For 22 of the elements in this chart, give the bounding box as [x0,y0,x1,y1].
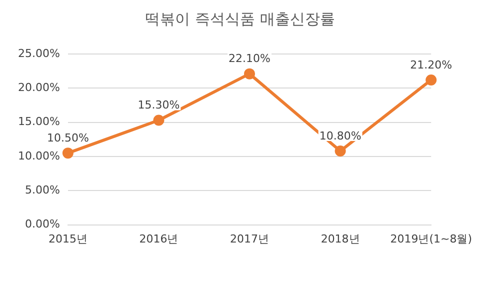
x-tick-label: 2018년 [320,232,360,246]
point [62,148,74,159]
y-tick-label: 10.00% [18,149,60,162]
y-tick-label: 5.00% [24,184,60,196]
y-tick-label: 25.00% [18,46,60,60]
data-label: 10.50% [46,131,89,144]
y-tick-label: 20.00% [18,81,60,94]
data-label: 10.80% [319,129,362,142]
data-label: 22.10% [228,52,270,66]
point [153,114,164,126]
x-tick-label: 2019년(1~8월) [390,232,472,246]
x-tick-label: 2017년 [230,232,270,246]
x-tick-label: 2015년 [48,232,88,246]
chart-title: 떡볶이 즉석식품 매출신장률 [144,10,336,29]
point [334,146,346,157]
point [244,68,256,80]
data-label: 15.30% [138,98,180,112]
data-label: 21.20% [410,58,452,72]
point [426,74,437,86]
x-tick-label: 2016년 [139,232,178,246]
y-tick-label: 0.00% [24,218,60,231]
y-tick-label: 15.00% [18,115,60,128]
